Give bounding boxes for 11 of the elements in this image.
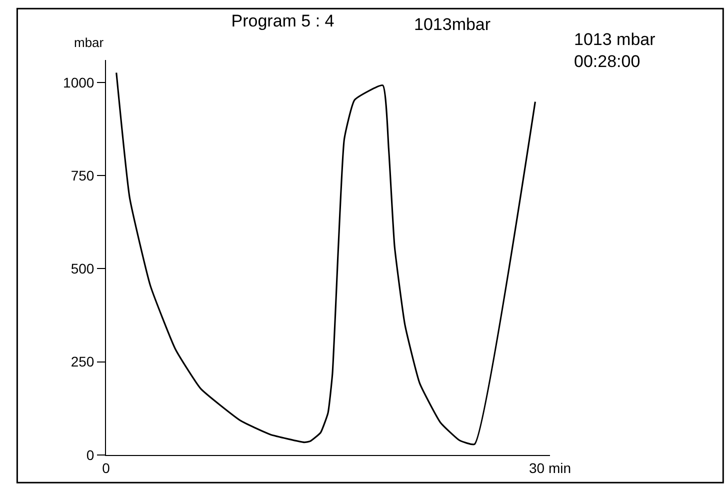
y-axis-title: mbar — [74, 35, 104, 50]
text: 1013mbar — [414, 15, 491, 34]
line-series — [116, 72, 536, 445]
y-tick-label: 500 — [70, 260, 94, 277]
text: 1013 mbar 00:28:00 — [574, 30, 656, 72]
y-tick-label: 750 — [70, 167, 94, 184]
y-tick-label: 0 — [86, 446, 94, 463]
y-tick-label: 1000 — [63, 74, 94, 90]
chart-title: Program 5 : 4 — [231, 12, 334, 31]
y-tick-label: 250 — [70, 354, 94, 370]
x-tick-label: 30 min — [528, 460, 572, 476]
